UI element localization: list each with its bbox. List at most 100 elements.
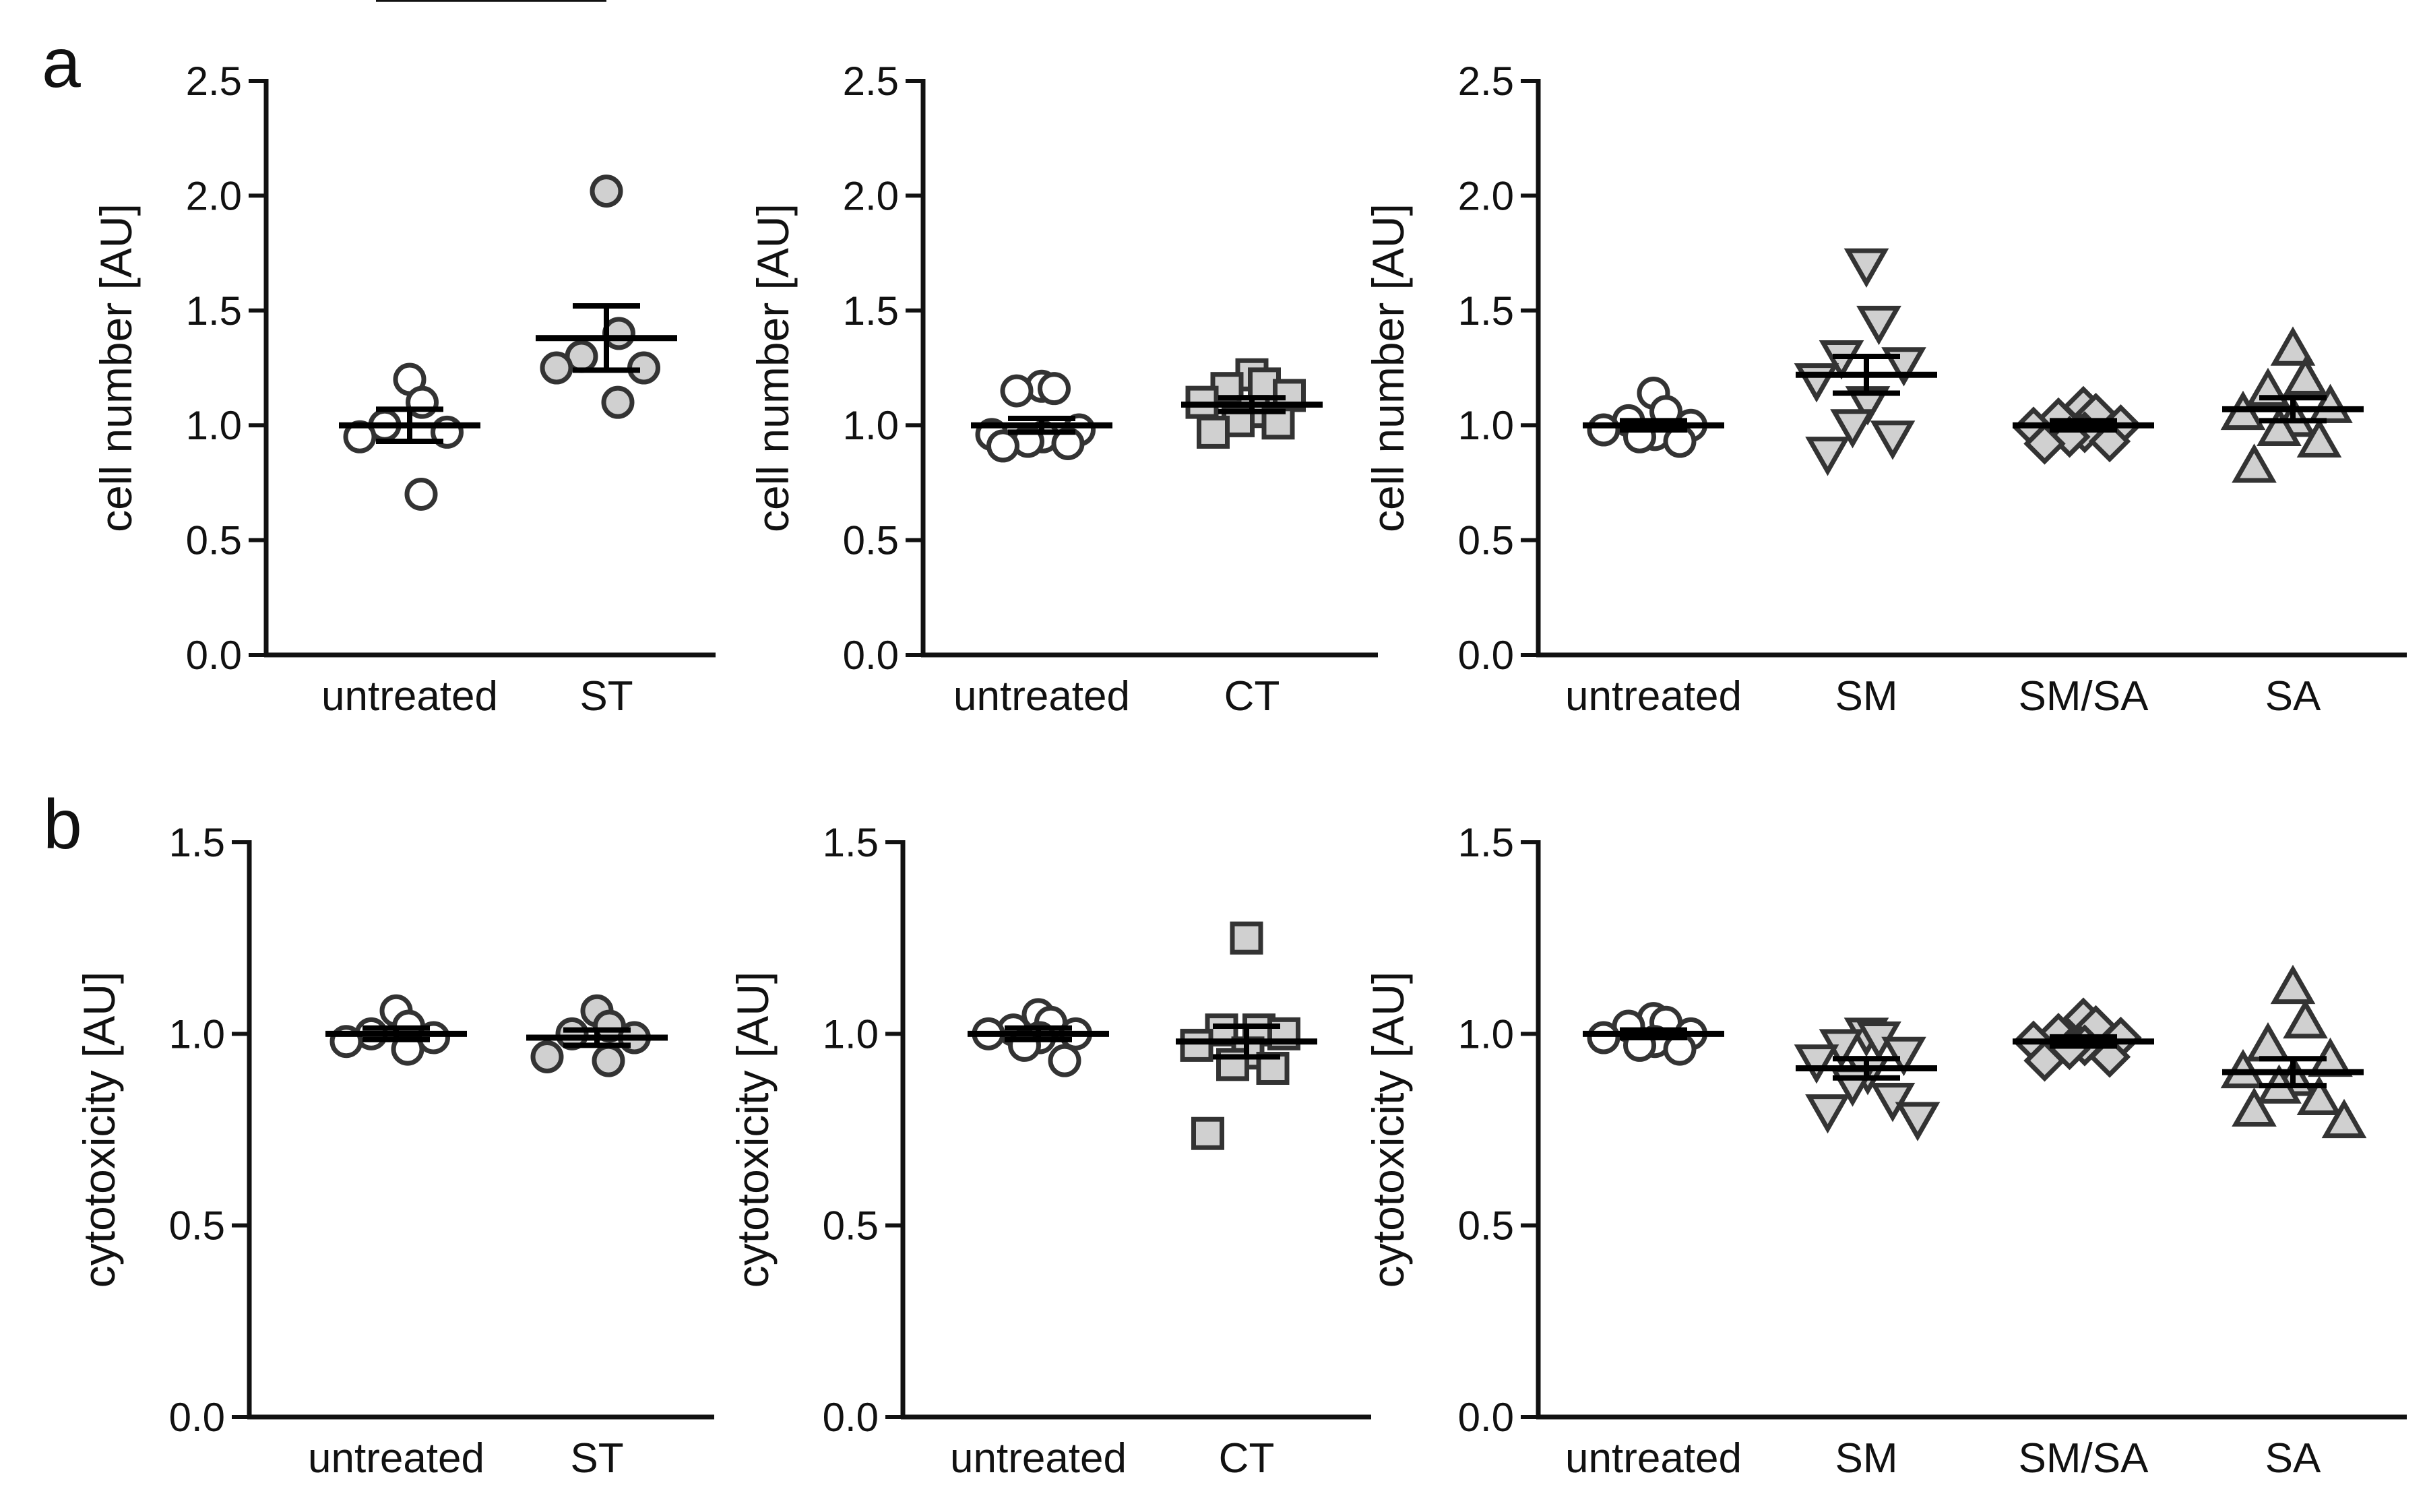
group-untreated bbox=[339, 363, 480, 511]
y-tick-label: 0.5 bbox=[169, 1203, 225, 1249]
data-point bbox=[2023, 422, 2066, 465]
panel-b-label: b bbox=[43, 786, 82, 864]
y-axis-label: cytotoxicity [AU] bbox=[74, 972, 124, 1288]
group-sm-sa bbox=[2012, 385, 2154, 465]
y-tick-label: 0.5 bbox=[1458, 518, 1514, 563]
group-untreated bbox=[971, 369, 1112, 463]
group-untreated bbox=[1583, 376, 1724, 458]
y-tick-label: 1.0 bbox=[843, 403, 899, 448]
chart-a2: 0.0 0.5 1.0 1.5 2.0 2.5 cell number [AU] untrea… bbox=[748, 59, 1378, 720]
x-tick-label: untreated bbox=[950, 1435, 1127, 1482]
data-point bbox=[1197, 415, 1230, 449]
y-tick-label: 2.0 bbox=[843, 173, 899, 218]
data-point bbox=[2283, 999, 2328, 1039]
y-tick-label: 0.5 bbox=[823, 1203, 879, 1249]
x-tick-label: untreated bbox=[1565, 1435, 1742, 1482]
y-axis-label: cytotoxicity [AU] bbox=[1363, 972, 1413, 1288]
significance-label: ** bbox=[478, 0, 511, 3]
y-tick-label: 0.0 bbox=[1458, 633, 1514, 678]
chart-b2: 0.0 0.5 1.0 1.5 cytotoxicity [AU] untreated CT bbox=[728, 820, 1371, 1482]
data-point bbox=[2270, 964, 2316, 1005]
x-tick-label: SM bbox=[1835, 1435, 1898, 1482]
data-point bbox=[2257, 406, 2302, 446]
x-tick-label: SA bbox=[2265, 1435, 2321, 1482]
y-tick-label: 1.0 bbox=[169, 1011, 225, 1057]
data-point bbox=[404, 477, 438, 511]
group-untreated bbox=[325, 994, 467, 1066]
y-tick-label: 0.5 bbox=[186, 518, 242, 563]
chart-a3: 0.0 0.5 1.0 1.5 2.0 2.5 cell number [AU] untrea… bbox=[1363, 59, 2407, 720]
group-sm-sa bbox=[2012, 997, 2154, 1082]
data-point bbox=[1191, 1116, 1224, 1150]
y-tick-label: 1.0 bbox=[823, 1011, 879, 1057]
data-point bbox=[1587, 413, 1620, 447]
data-point bbox=[2245, 1022, 2291, 1062]
data-point bbox=[986, 429, 1019, 463]
data-point bbox=[1843, 248, 1889, 288]
data-point bbox=[1794, 363, 1839, 403]
y-tick-label: 1.5 bbox=[186, 288, 242, 334]
y-tick-label: 2.5 bbox=[843, 59, 899, 104]
y-tick-label: 2.5 bbox=[1458, 59, 1514, 104]
x-tick-label: untreated bbox=[308, 1435, 484, 1482]
data-point bbox=[2023, 1039, 2066, 1082]
data-point bbox=[2321, 1098, 2367, 1139]
group-sa bbox=[2220, 326, 2364, 483]
group-untreated bbox=[968, 998, 1109, 1077]
chart-a1: 0.0 0.5 1.0 1.5 2.0 2.5 cell number [AU] untrea… bbox=[91, 0, 716, 720]
data-point bbox=[601, 385, 635, 419]
y-tick-label: 1.0 bbox=[1458, 1011, 1514, 1057]
group-untreated bbox=[1583, 1002, 1724, 1066]
data-point bbox=[2296, 418, 2342, 458]
data-point bbox=[1870, 420, 1916, 460]
y-tick-label: 1.5 bbox=[1458, 288, 1514, 334]
group-ct bbox=[1176, 921, 1317, 1150]
group-sm bbox=[1794, 248, 1937, 476]
chart-b1: 0.0 0.5 1.0 1.5 cytotoxicity [AU] untreated ST bbox=[74, 820, 714, 1482]
x-tick-label: CT bbox=[1219, 1435, 1275, 1482]
x-tick-label: ST bbox=[579, 673, 633, 720]
data-point bbox=[540, 351, 573, 385]
y-axis-label: cytotoxicity [AU] bbox=[728, 972, 778, 1288]
y-tick-label: 1.0 bbox=[1458, 403, 1514, 448]
data-point bbox=[1794, 1044, 1839, 1084]
data-point bbox=[592, 1044, 625, 1077]
y-tick-label: 1.0 bbox=[186, 403, 242, 448]
data-point bbox=[1587, 1021, 1620, 1054]
y-tick-label: 0.0 bbox=[186, 633, 242, 678]
x-tick-label: untreated bbox=[953, 673, 1130, 720]
data-point bbox=[1180, 1028, 1214, 1062]
y-tick-label: 1.5 bbox=[169, 820, 225, 865]
y-tick-label: 1.5 bbox=[843, 288, 899, 334]
data-point bbox=[1000, 374, 1034, 408]
data-point bbox=[2232, 443, 2277, 483]
y-tick-label: 1.5 bbox=[1458, 820, 1514, 865]
data-point bbox=[590, 175, 623, 208]
data-point bbox=[2232, 1087, 2277, 1127]
y-tick-label: 0.0 bbox=[823, 1395, 879, 1440]
data-point bbox=[1830, 409, 1875, 449]
group-sm bbox=[1794, 1017, 1941, 1141]
data-point bbox=[1230, 921, 1263, 955]
x-tick-label: SM bbox=[1835, 673, 1898, 720]
y-tick-label: 2.5 bbox=[186, 59, 242, 104]
y-tick-label: 0.0 bbox=[169, 1395, 225, 1440]
x-tick-label: ST bbox=[570, 1435, 623, 1482]
data-point bbox=[1805, 1094, 1850, 1134]
y-axis-label: cell number [AU] bbox=[1363, 203, 1413, 532]
x-tick-label: SM/SA bbox=[2019, 673, 2149, 720]
x-tick-label: SM/SA bbox=[2019, 1435, 2149, 1482]
data-point bbox=[530, 1040, 564, 1073]
data-point bbox=[1895, 1102, 1941, 1141]
data-point bbox=[2283, 356, 2328, 396]
x-tick-label: CT bbox=[1224, 673, 1280, 720]
data-point bbox=[1805, 437, 1850, 476]
x-tick-label: untreated bbox=[321, 673, 498, 720]
data-point bbox=[1870, 1083, 1916, 1123]
x-tick-label: SA bbox=[2265, 673, 2321, 720]
y-tick-label: 0.5 bbox=[1458, 1203, 1514, 1249]
y-tick-label: 2.0 bbox=[186, 173, 242, 218]
panel-a-label: a bbox=[42, 24, 81, 102]
